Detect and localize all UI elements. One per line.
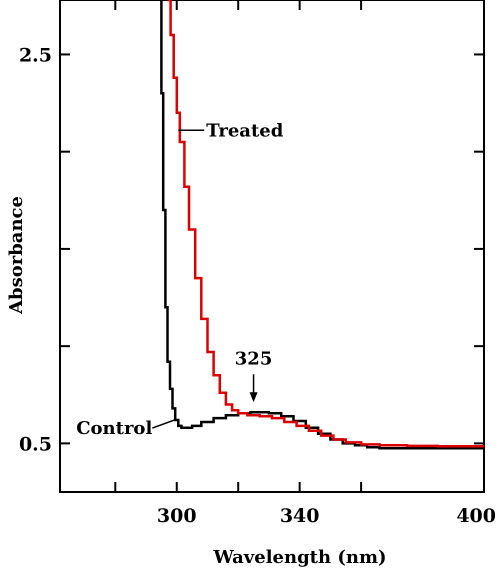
series-line-treated <box>167 0 484 448</box>
plot-frame <box>59 0 485 493</box>
y-axis-title: Absorbance <box>6 196 27 315</box>
annotations: Treated Control 325 <box>76 120 284 439</box>
tick-labels: 300 340 400 0.5 2.5 <box>19 44 496 527</box>
annotation-peak: 325 <box>235 348 273 369</box>
series-lines <box>159 0 484 450</box>
y-tick-label: 0.5 <box>19 433 52 455</box>
annotation-control: Control <box>76 418 152 439</box>
annotation-treated: Treated <box>206 120 283 141</box>
x-tick-label: 400 <box>456 505 496 527</box>
series-line-control <box>159 0 484 450</box>
axis-ticks <box>60 0 485 492</box>
x-tick-label: 300 <box>157 505 197 527</box>
annotation-leader <box>152 419 175 429</box>
annotation-arrow-head <box>249 392 258 403</box>
x-tick-label: 340 <box>280 505 320 527</box>
x-axis-title: Wavelength (nm) <box>212 547 386 568</box>
y-tick-label: 2.5 <box>19 44 52 66</box>
